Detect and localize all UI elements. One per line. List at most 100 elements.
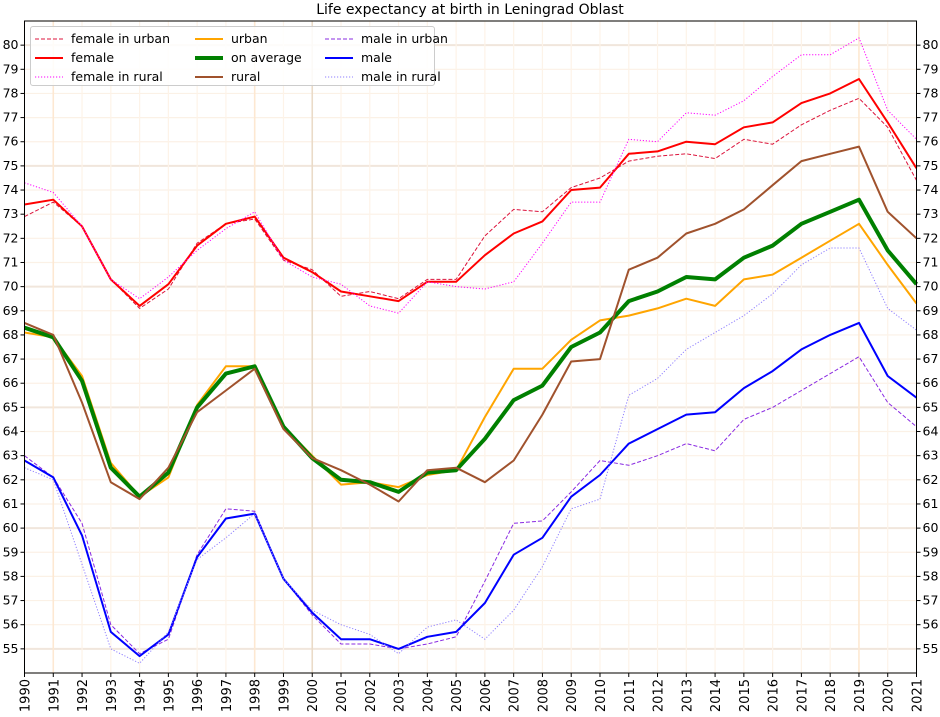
y-tick-label-left: 79 [3,61,19,76]
y-tick-label-left: 64 [3,424,19,439]
y-tick-label-right: 76 [923,134,939,149]
y-tick-label-right: 60 [923,520,939,535]
y-tick-label-right: 65 [923,399,939,414]
y-tick-label-left: 61 [3,496,19,511]
x-tick-label: 2005 [450,679,465,712]
series-line-female-in-rural [24,37,917,314]
y-tick-label-right: 79 [923,61,939,76]
legend-label: rural [231,69,261,84]
legend-item: male in urban [325,29,448,48]
chart-title: Life expectancy at birth in Leningrad Ob… [316,2,624,18]
plot-frame [24,20,917,674]
x-tick-label: 2015 [738,679,753,712]
legend-label: male in urban [361,31,448,46]
x-tick-label: 2009 [565,679,580,712]
y-tick-label-right: 63 [923,448,939,463]
y-tick-label-left: 76 [3,134,19,149]
legend-swatch [195,75,223,78]
x-tick-label: 2012 [652,679,667,712]
x-tick-label: 2003 [393,679,408,712]
x-tick-label: 1990 [19,679,34,712]
y-tick-label-right: 70 [923,279,939,294]
y-tick-label-left: 77 [3,110,19,125]
series-line-male-in-urban [24,356,917,655]
legend-item: female in rural [35,67,195,86]
y-tick-label-left: 56 [3,617,19,632]
legend-swatch [35,56,63,59]
legend-swatch [195,55,223,60]
y-tick-label-left: 63 [3,448,19,463]
y-tick-label-left: 80 [3,37,19,52]
x-tick-label: 1996 [191,679,206,712]
y-tick-label-right: 78 [923,85,939,100]
x-tick-label: 1994 [134,679,149,712]
x-tick-label: 2013 [680,679,695,712]
legend-item: rural [195,67,325,86]
y-tick-label-left: 69 [3,303,19,318]
legend-swatch [35,38,63,39]
y-tick-label-right: 59 [923,544,939,559]
legend-item: male [325,48,440,67]
x-tick-label: 2017 [795,679,810,712]
x-tick-label: 2016 [767,679,782,712]
y-tick-label-left: 72 [3,230,19,245]
y-tick-label-left: 68 [3,327,19,342]
x-tick-label: 2000 [306,679,321,712]
y-tick-label-left: 59 [3,544,19,559]
x-tick-label: 2019 [853,679,868,712]
legend-swatch [195,37,223,40]
y-tick-label-left: 67 [3,351,19,366]
x-tick-label: 1995 [162,679,177,712]
y-tick-label-right: 61 [923,496,939,511]
y-tick-label-left: 57 [3,593,19,608]
y-tick-label-right: 67 [923,351,939,366]
legend-item: male in rural [325,67,441,86]
x-tick-label: 2008 [536,679,551,712]
legend-swatch [35,76,63,77]
x-tick-label: 1998 [249,679,264,712]
y-tick-label-right: 55 [923,641,939,656]
legend-label: female in urban [71,31,171,46]
x-tick-label: 2007 [508,679,523,712]
x-tick-label: 1993 [105,679,120,712]
legend-swatch [325,56,353,59]
y-tick-label-left: 78 [3,85,19,100]
y-tick-label-left: 65 [3,399,19,414]
x-tick-label: 2006 [479,679,494,712]
legend-label: male in rural [361,69,441,84]
y-tick-label-left: 58 [3,568,19,583]
x-tick-label: 2004 [421,679,436,712]
y-tick-label-right: 74 [923,182,939,197]
y-tick-label-left: 71 [3,254,19,269]
legend-label: urban [231,31,268,46]
series-line-male [23,321,918,658]
y-tick-label-right: 68 [923,327,939,342]
x-tick-label: 2002 [364,679,379,712]
legend-label: female in rural [71,69,163,84]
series-line-rural [24,145,918,503]
y-tick-label-left: 55 [3,641,19,656]
x-tick-label: 1991 [47,679,62,712]
y-tick-label-right: 71 [923,254,939,269]
x-tick-label: 2021 [911,679,926,712]
y-tick-label-right: 62 [923,472,939,487]
y-tick-label-right: 56 [923,617,939,632]
x-tick-label: 2020 [882,679,897,712]
series-line-female-in-urban [24,97,917,309]
x-tick-label: 2018 [824,679,839,712]
y-tick-label-left: 74 [3,182,19,197]
y-tick-label-right: 64 [923,424,939,439]
legend-label: male [361,50,392,65]
x-tick-label: 2011 [623,679,638,712]
y-tick-label-left: 66 [3,375,19,390]
x-tick-label: 1999 [277,679,292,712]
x-tick-label: 2014 [709,679,724,712]
y-tick-label-right: 72 [923,230,939,245]
legend-swatch [325,76,353,77]
y-tick-label-right: 77 [923,110,939,125]
y-tick-label-left: 70 [3,279,19,294]
series-line-female [24,78,918,307]
y-tick-label-right: 75 [923,158,939,173]
